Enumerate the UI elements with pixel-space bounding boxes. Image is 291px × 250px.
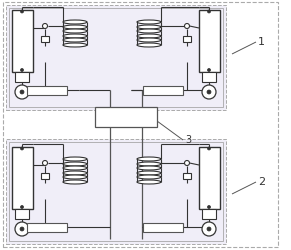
Circle shape: [207, 91, 211, 94]
Bar: [12, 148, 33, 209]
Bar: [27, 87, 67, 96]
Bar: [9, 142, 223, 241]
Ellipse shape: [63, 21, 87, 25]
Circle shape: [20, 206, 24, 209]
Ellipse shape: [137, 166, 161, 170]
Bar: [27, 223, 67, 232]
Circle shape: [15, 222, 29, 236]
Circle shape: [42, 24, 47, 29]
Text: 2: 2: [258, 176, 265, 186]
Bar: [95, 108, 157, 128]
Bar: [143, 223, 183, 232]
Circle shape: [184, 24, 189, 29]
Circle shape: [20, 11, 24, 14]
Ellipse shape: [137, 44, 161, 48]
Circle shape: [20, 148, 24, 150]
Bar: [183, 37, 191, 43]
Bar: [6, 140, 226, 244]
Text: 3: 3: [185, 134, 191, 144]
Ellipse shape: [137, 26, 161, 30]
Circle shape: [202, 222, 216, 236]
Ellipse shape: [137, 35, 161, 39]
Bar: [6, 6, 226, 110]
Ellipse shape: [137, 180, 161, 184]
Ellipse shape: [137, 30, 161, 34]
Ellipse shape: [63, 157, 87, 161]
Bar: [15, 209, 29, 219]
Ellipse shape: [137, 171, 161, 175]
Circle shape: [184, 161, 189, 166]
Bar: [9, 9, 223, 108]
Ellipse shape: [63, 30, 87, 34]
Ellipse shape: [137, 39, 161, 43]
Ellipse shape: [63, 44, 87, 48]
Bar: [183, 173, 191, 179]
Ellipse shape: [63, 180, 87, 184]
Circle shape: [20, 91, 24, 94]
Ellipse shape: [63, 26, 87, 30]
Circle shape: [42, 161, 47, 166]
Ellipse shape: [63, 162, 87, 166]
Bar: [41, 37, 49, 43]
Ellipse shape: [63, 39, 87, 43]
Circle shape: [20, 69, 24, 72]
Bar: [199, 11, 220, 73]
Text: 1: 1: [258, 37, 265, 47]
Circle shape: [207, 148, 210, 150]
Ellipse shape: [63, 171, 87, 175]
Bar: [199, 148, 220, 209]
Ellipse shape: [137, 175, 161, 179]
Ellipse shape: [63, 166, 87, 170]
Ellipse shape: [137, 21, 161, 25]
Bar: [12, 11, 33, 73]
Circle shape: [20, 227, 24, 231]
Bar: [143, 87, 183, 96]
Ellipse shape: [63, 175, 87, 179]
Circle shape: [207, 206, 210, 209]
Ellipse shape: [63, 35, 87, 39]
Bar: [15, 73, 29, 83]
Ellipse shape: [137, 162, 161, 166]
Circle shape: [207, 69, 210, 72]
Circle shape: [207, 11, 210, 14]
Bar: [202, 73, 216, 83]
Ellipse shape: [137, 157, 161, 161]
Bar: [202, 209, 216, 219]
Circle shape: [207, 227, 211, 231]
Circle shape: [202, 86, 216, 100]
Circle shape: [15, 86, 29, 100]
Bar: [41, 173, 49, 179]
